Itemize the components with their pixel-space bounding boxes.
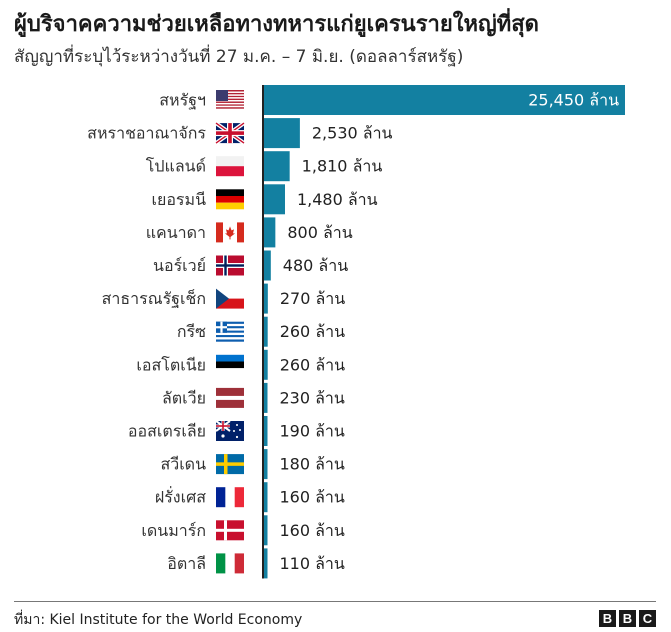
bar xyxy=(264,250,271,281)
greece-flag-icon xyxy=(216,321,244,342)
norway-flag-icon xyxy=(216,255,244,276)
france-flag-icon xyxy=(216,487,244,508)
bbc-logo-letter-3: C xyxy=(639,610,656,627)
bar xyxy=(264,482,268,513)
bbc-logo-letter-1: B xyxy=(599,610,616,627)
bar xyxy=(264,349,268,380)
denmark-flag-icon xyxy=(216,520,244,541)
value-label: 1,810 ล้าน xyxy=(302,157,383,176)
bar xyxy=(264,283,268,314)
category-label: นอร์เวย์ xyxy=(153,256,206,275)
uk-flag-icon xyxy=(214,121,246,145)
category-label: กรีซ xyxy=(177,322,206,341)
category-label: ออสเตรเลีย xyxy=(128,422,206,441)
category-label: แคนาดา xyxy=(146,223,206,242)
value-label: 270 ล้าน xyxy=(280,289,345,308)
chart-title: ผู้บริจาคความช่วยเหลือทางทหารแก่ยูเครนรา… xyxy=(14,12,539,37)
bar xyxy=(264,449,268,480)
category-label: สหราชอาณาจักร xyxy=(87,124,206,143)
latvia-flag-icon xyxy=(216,387,244,408)
bar xyxy=(264,316,268,347)
value-label: 160 ล้าน xyxy=(280,488,345,507)
bar xyxy=(264,548,268,579)
category-label: สวีเดน xyxy=(160,455,206,474)
value-label: 260 ล้าน xyxy=(280,322,345,341)
value-label: 230 ล้าน xyxy=(280,388,345,407)
bar xyxy=(264,151,290,182)
value-label: 480 ล้าน xyxy=(283,256,348,275)
value-label: 2,530 ล้าน xyxy=(312,124,393,143)
bar xyxy=(264,416,268,446)
poland-flag-icon xyxy=(216,156,244,177)
category-label: อิตาลี xyxy=(167,554,206,573)
germany-flag-icon xyxy=(216,189,244,210)
value-label: 190 ล้าน xyxy=(280,422,345,441)
australia-flag-icon xyxy=(215,420,244,441)
footer-divider xyxy=(14,601,656,602)
category-label: เดนมาร์ก xyxy=(141,521,206,540)
bbc-logo-letter-2: B xyxy=(619,610,636,627)
category-label: เอสโตเนีย xyxy=(136,355,206,374)
bar xyxy=(264,515,268,546)
value-label: 180 ล้าน xyxy=(280,455,345,474)
bar xyxy=(264,118,300,149)
category-label: เยอรมนี xyxy=(151,190,206,209)
estonia-flag-icon xyxy=(216,354,244,375)
value-label: 800 ล้าน xyxy=(287,223,352,242)
source-note: ที่มา: Kiel Institute for the World Econ… xyxy=(14,612,303,628)
bar xyxy=(264,85,625,115)
value-label: 110 ล้าน xyxy=(280,554,345,573)
category-label: โปแลนด์ xyxy=(146,157,206,176)
value-label: 160 ล้าน xyxy=(280,521,345,540)
czech-flag-icon xyxy=(216,288,244,309)
bar xyxy=(264,382,268,413)
value-label: 1,480 ล้าน xyxy=(297,190,378,209)
bar xyxy=(264,217,276,248)
bbc-logo: B B C xyxy=(599,610,656,627)
canada-flag-icon xyxy=(216,222,244,243)
us-flag-icon xyxy=(216,90,244,109)
category-label: ลัตเวีย xyxy=(162,388,206,407)
value-label: 25,450 ล้าน xyxy=(528,91,619,110)
value-label: 260 ล้าน xyxy=(280,355,345,374)
bar xyxy=(264,184,285,215)
chart-subtitle: สัญญาที่ระบุไว้ระหว่างวันที่ 27 ม.ค. – 7… xyxy=(14,47,464,67)
category-label: สหรัฐฯ xyxy=(159,91,206,110)
sweden-flag-icon xyxy=(216,454,244,475)
italy-flag-icon xyxy=(216,553,244,574)
category-label: ฝรั่งเศส xyxy=(155,486,206,507)
category-label: สาธารณรัฐเช็ก xyxy=(102,288,206,308)
